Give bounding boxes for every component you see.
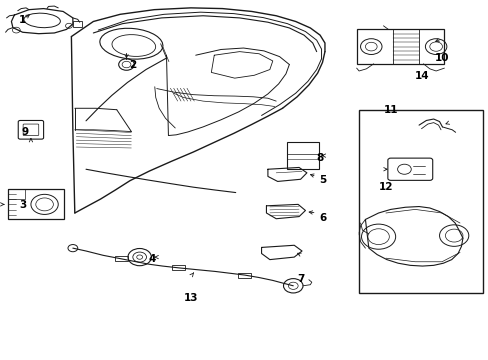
Text: 7: 7 [296, 274, 304, 284]
Bar [7, 189, 24, 199]
Bar [171, 265, 185, 270]
Text: 5: 5 [318, 175, 325, 185]
Bar [356, 30, 444, 64]
Text: 9: 9 [21, 127, 29, 136]
Bar [287, 142, 318, 169]
Text: 12: 12 [378, 182, 392, 192]
Text: 1: 1 [19, 15, 26, 26]
Text: 14: 14 [414, 71, 429, 81]
Text: 4: 4 [148, 254, 155, 264]
Bar [7, 189, 64, 220]
Bar [115, 256, 128, 261]
Bar [73, 22, 81, 27]
Text: 6: 6 [318, 213, 325, 222]
Bar [237, 273, 251, 278]
Text: 2: 2 [128, 60, 136, 70]
Text: 11: 11 [383, 105, 397, 115]
Text: 10: 10 [434, 53, 448, 63]
Text: 8: 8 [316, 153, 323, 163]
Text: 13: 13 [183, 293, 198, 303]
Text: 3: 3 [19, 200, 26, 210]
Bar [358, 110, 483, 293]
